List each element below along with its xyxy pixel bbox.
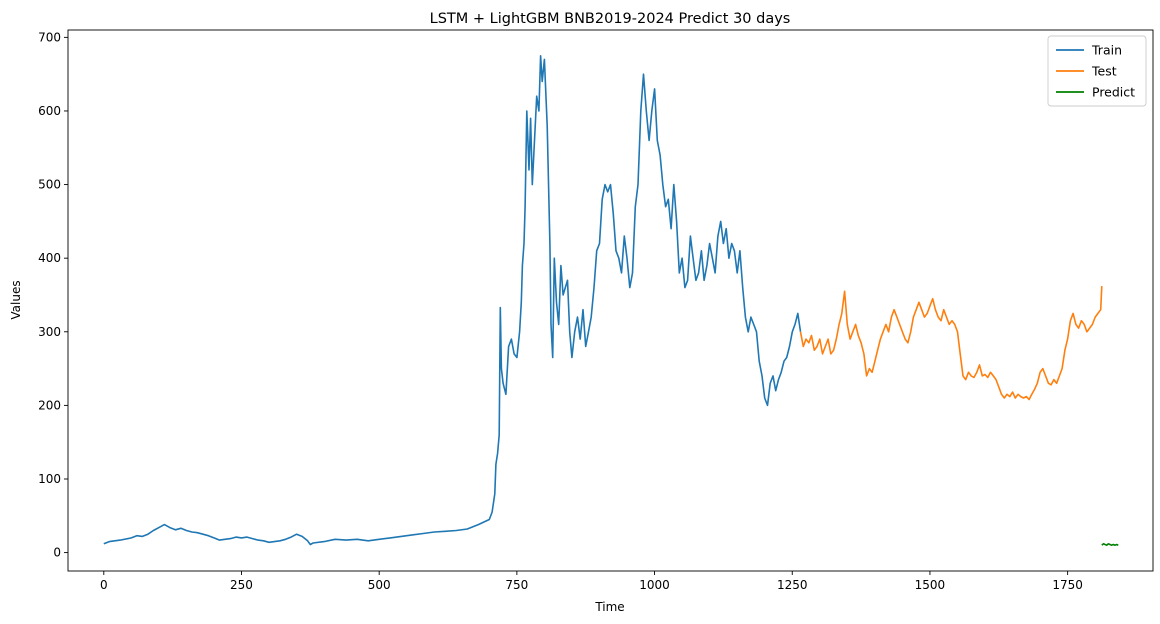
- series-line-predict: [1101, 543, 1119, 546]
- series-layer: [103, 55, 1119, 546]
- legend-label-test: Test: [1091, 64, 1117, 79]
- x-tick-label: 0: [100, 578, 108, 592]
- y-tick-label: 400: [38, 251, 61, 265]
- series-line-test: [799, 286, 1103, 401]
- y-axis: 0 100 200 300 400 500 600 700: [38, 30, 68, 560]
- x-axis-title: Time: [594, 600, 624, 614]
- x-axis: 0 250 500 750 1000 1250 1500 1750: [100, 571, 1083, 592]
- y-tick-label: 600: [38, 104, 61, 118]
- chart-title: LSTM + LightGBM BNB2019-2024 Predict 30 …: [430, 11, 791, 27]
- y-tick-label: 100: [38, 472, 61, 486]
- x-tick-label: 1750: [1052, 578, 1083, 592]
- x-tick-label: 250: [230, 578, 253, 592]
- x-tick-label: 750: [505, 578, 528, 592]
- x-tick-label: 1250: [777, 578, 808, 592]
- plot-frame: [67, 29, 1154, 572]
- y-tick-label: 700: [38, 30, 61, 44]
- legend-box: [1047, 35, 1147, 107]
- y-tick-label: 0: [53, 546, 61, 560]
- x-tick-label: 1000: [639, 578, 670, 592]
- y-tick-label: 300: [38, 325, 61, 339]
- legend: Train Test Predict: [1047, 35, 1147, 107]
- y-axis-title: Values: [9, 280, 23, 319]
- x-tick-label: 1500: [915, 578, 946, 592]
- legend-label-train: Train: [1091, 43, 1122, 58]
- series-line-train: [103, 55, 802, 546]
- x-tick-label: 500: [368, 578, 391, 592]
- y-tick-label: 200: [38, 398, 61, 412]
- legend-label-predict: Predict: [1092, 85, 1135, 100]
- y-tick-label: 500: [38, 178, 61, 192]
